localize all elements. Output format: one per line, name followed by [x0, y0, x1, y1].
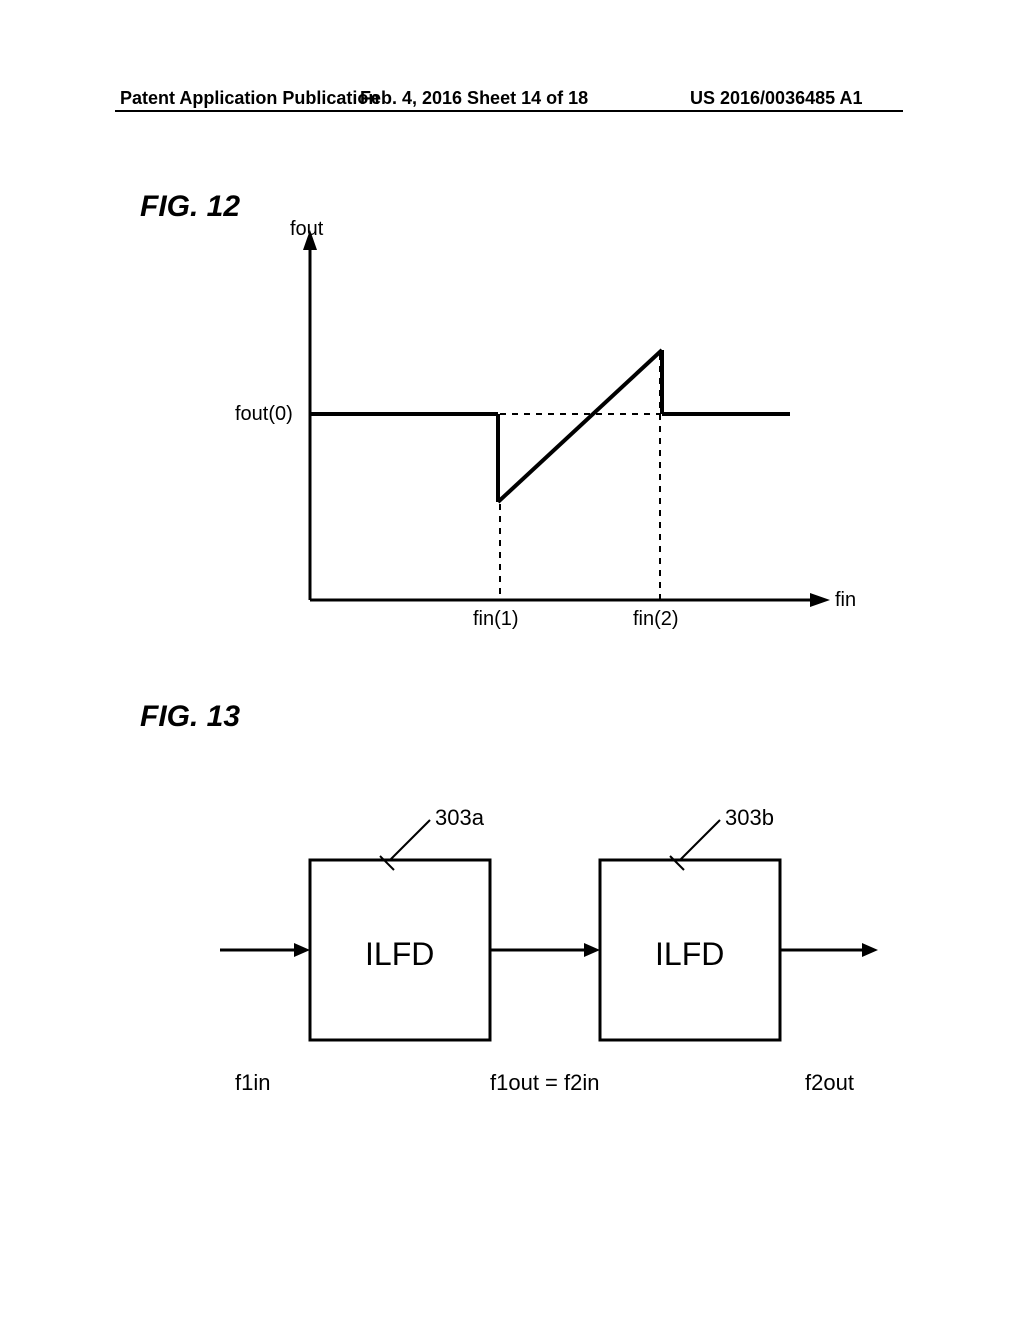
fig13-diagram: ILFD ILFD 303a 303b f1in f1out = f2in f2…: [180, 800, 900, 1140]
arrow-out-head: [862, 943, 878, 957]
x-axis-arrow: [810, 593, 830, 607]
arrow-mid-head: [584, 943, 600, 957]
fig12-title: FIG. 12: [140, 190, 240, 224]
fig12-chart: fout fin fout(0) fin(1) fin(2): [230, 220, 870, 660]
x-axis-label: fin: [835, 589, 856, 611]
fig13-title: FIG. 13: [140, 700, 240, 734]
x-tick-fin1: fin(1): [473, 608, 519, 630]
y-axis-label: fout: [290, 220, 324, 240]
signal-f1in: f1in: [235, 1070, 270, 1095]
header-center: Feb. 4, 2016 Sheet 14 of 18: [360, 88, 588, 109]
curve-seg-ramp: [498, 350, 662, 502]
header-rule: [115, 110, 903, 112]
ref-303b: 303b: [725, 805, 774, 830]
leader-303b: [680, 820, 720, 860]
header-left: Patent Application Publication: [120, 88, 379, 109]
page: Patent Application Publication Feb. 4, 2…: [0, 0, 1024, 1320]
signal-mid: f1out = f2in: [490, 1070, 599, 1095]
block-303b-label: ILFD: [655, 936, 724, 972]
block-303a-label: ILFD: [365, 936, 434, 972]
arrow-in-head: [294, 943, 310, 957]
header-right: US 2016/0036485 A1: [690, 88, 862, 109]
x-tick-fin2: fin(2): [633, 608, 679, 630]
y-tick-fout0: fout(0): [235, 403, 293, 425]
ref-303a: 303a: [435, 805, 485, 830]
signal-f2out: f2out: [805, 1070, 854, 1095]
leader-303a: [390, 820, 430, 860]
